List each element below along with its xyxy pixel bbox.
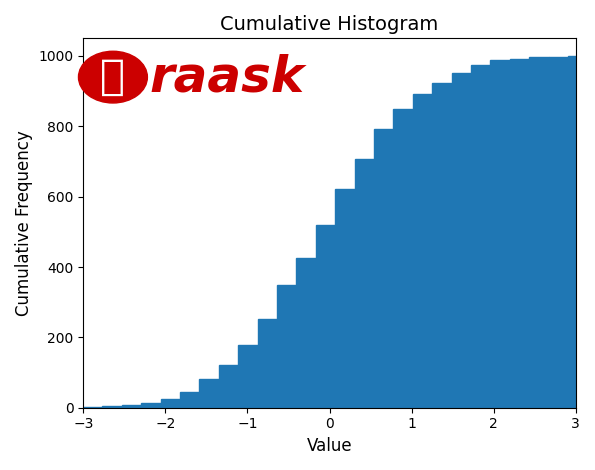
X-axis label: Value: Value bbox=[306, 437, 352, 455]
Bar bbox=[335, 189, 355, 407]
Bar bbox=[296, 258, 316, 407]
Bar bbox=[316, 225, 335, 407]
Bar bbox=[122, 405, 141, 407]
Bar bbox=[549, 56, 568, 407]
Bar bbox=[374, 129, 393, 407]
Bar bbox=[258, 319, 277, 407]
Bar bbox=[587, 56, 595, 407]
Bar bbox=[393, 110, 413, 407]
Bar bbox=[180, 392, 199, 407]
Bar bbox=[529, 57, 549, 407]
Bar bbox=[238, 345, 258, 407]
Bar bbox=[471, 65, 490, 407]
Text: ⓘ: ⓘ bbox=[101, 56, 126, 98]
Bar bbox=[141, 403, 161, 407]
Bar bbox=[432, 83, 452, 407]
Bar bbox=[219, 365, 238, 407]
Title: Cumulative Histogram: Cumulative Histogram bbox=[220, 15, 439, 34]
Bar bbox=[413, 94, 432, 407]
Bar bbox=[510, 59, 529, 407]
Bar bbox=[568, 56, 587, 407]
Bar bbox=[161, 399, 180, 407]
Text: raask: raask bbox=[150, 53, 305, 101]
Circle shape bbox=[79, 51, 148, 103]
Bar bbox=[355, 159, 374, 407]
Y-axis label: Cumulative Frequency: Cumulative Frequency bbox=[15, 130, 33, 316]
Bar bbox=[490, 61, 510, 407]
Bar bbox=[452, 73, 471, 407]
Bar bbox=[199, 379, 219, 407]
Bar bbox=[277, 285, 296, 407]
